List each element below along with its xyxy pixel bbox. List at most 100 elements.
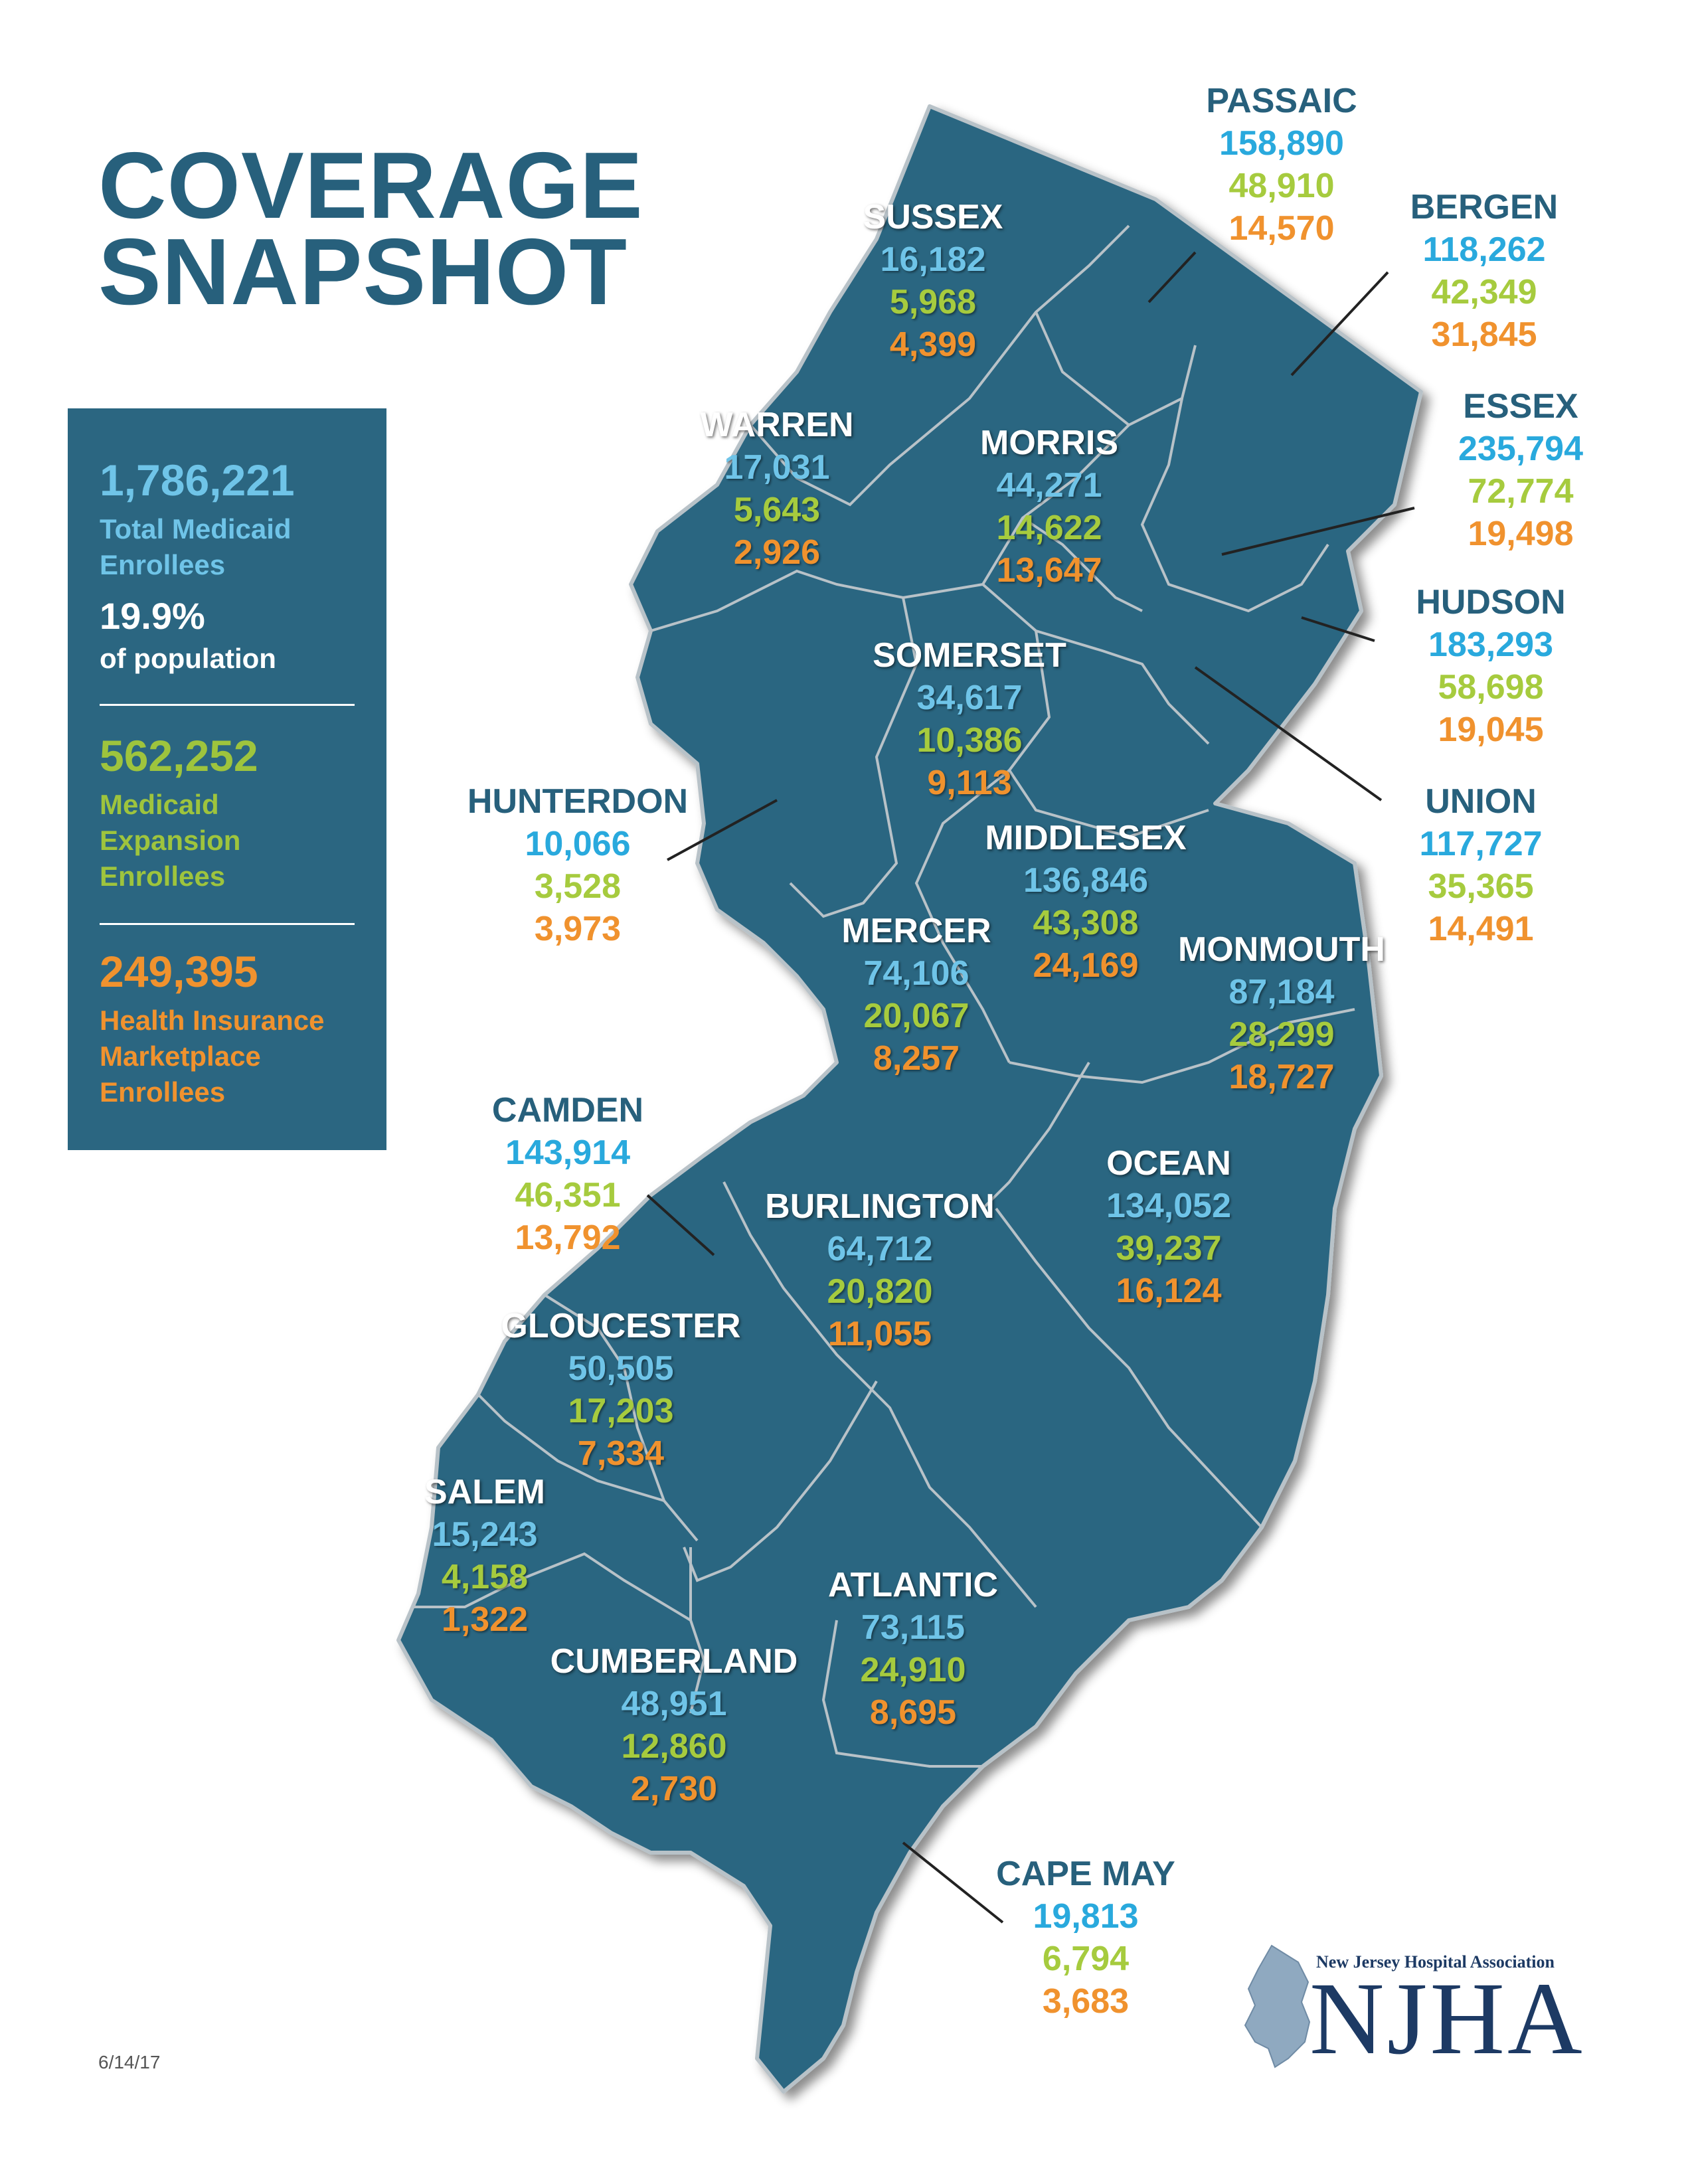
marketplace-count: 7,334 xyxy=(577,1434,665,1473)
marketplace-count: 18,727 xyxy=(1228,1058,1335,1096)
medicaid-count: 87,184 xyxy=(1228,973,1335,1011)
medicaid-count: 17,031 xyxy=(724,448,830,487)
marketplace-count: 14,570 xyxy=(1228,209,1335,248)
expansion-count: 5,643 xyxy=(733,491,821,529)
marketplace-count: 3,683 xyxy=(1042,1982,1130,2021)
expansion-count: 24,910 xyxy=(860,1651,966,1689)
medicaid-count: 117,727 xyxy=(1419,825,1543,863)
expansion-count: 5,968 xyxy=(889,283,977,321)
expansion-count: 3,528 xyxy=(534,867,622,906)
marketplace-value: 249,395 xyxy=(100,947,258,996)
county-label-cumberland: CUMBERLAND 48,951 12,860 2,730 xyxy=(550,1640,798,1810)
medicaid-count: 48,951 xyxy=(621,1685,727,1723)
county-label-mercer: MERCER 74,106 20,067 8,257 xyxy=(841,910,991,1080)
expansion-count: 10,386 xyxy=(916,721,1023,760)
marketplace-count: 24,169 xyxy=(1033,946,1139,985)
marketplace-count: 8,695 xyxy=(869,1693,957,1732)
medicaid-count: 19,813 xyxy=(1033,1897,1139,1936)
county-label-warren: WARREN 17,031 5,643 2,926 xyxy=(700,404,853,574)
marketplace-count: 13,647 xyxy=(996,551,1102,590)
county-name: MORRIS xyxy=(980,424,1118,462)
county-label-hunterdon: HUNTERDON 10,066 3,528 3,973 xyxy=(467,780,688,950)
logo-abbreviation: NJHA xyxy=(1309,1961,1585,2076)
expansion-count: 17,203 xyxy=(568,1392,674,1430)
county-name: BURLINGTON xyxy=(765,1187,995,1226)
county-name: CUMBERLAND xyxy=(550,1642,798,1681)
expansion-count: 20,820 xyxy=(827,1272,933,1311)
expansion-count: 12,860 xyxy=(621,1727,727,1766)
marketplace-count: 14,491 xyxy=(1428,910,1534,948)
marketplace-count: 1,322 xyxy=(441,1600,529,1639)
county-label-sussex: SUSSEX 16,182 5,968 4,399 xyxy=(863,196,1003,366)
total-medicaid-label-1: Total Medicaid xyxy=(100,513,292,545)
marketplace-count: 16,124 xyxy=(1116,1272,1222,1310)
county-name: SALEM xyxy=(424,1473,545,1511)
expansion-label-2: Expansion xyxy=(100,825,241,856)
logo-association-name: New Jersey Hospital Association xyxy=(1316,1952,1555,1972)
marketplace-count: 19,498 xyxy=(1468,515,1574,553)
county-label-essex: ESSEX 235,794 72,774 19,498 xyxy=(1458,385,1583,555)
county-label-hudson: HUDSON 183,293 58,698 19,045 xyxy=(1416,581,1565,751)
county-name: MERCER xyxy=(841,912,991,950)
county-name: CAMDEN xyxy=(491,1091,644,1130)
county-name: SUSSEX xyxy=(863,198,1003,236)
county-label-passaic: PASSAIC 158,890 48,910 14,570 xyxy=(1206,80,1357,250)
medicaid-count: 134,052 xyxy=(1106,1187,1231,1225)
nj-silhouette-icon xyxy=(1244,1944,1311,2068)
marketplace-count: 9,113 xyxy=(927,764,1012,802)
statewide-summary-panel: 1,786,221 Total Medicaid Enrollees 19.9%… xyxy=(68,408,386,1150)
medicaid-count: 64,712 xyxy=(827,1230,933,1268)
county-label-bergen: BERGEN 118,262 42,349 31,845 xyxy=(1410,186,1558,356)
marketplace-count: 8,257 xyxy=(873,1039,960,1078)
medicaid-count: 158,890 xyxy=(1219,124,1344,163)
medicaid-count: 183,293 xyxy=(1428,626,1553,664)
total-medicaid-label-2: Enrollees xyxy=(100,549,226,580)
county-name: PASSAIC xyxy=(1206,82,1357,120)
marketplace-count: 4,399 xyxy=(889,325,977,364)
medicaid-count: 10,066 xyxy=(525,825,631,863)
medicaid-count: 34,617 xyxy=(916,679,1023,717)
county-name: HUDSON xyxy=(1416,583,1566,622)
njha-logo: New Jersey Hospital Association NJHA xyxy=(1235,1939,1582,2072)
marketplace-count: 2,926 xyxy=(733,533,821,572)
marketplace-count: 19,045 xyxy=(1438,711,1544,749)
medicaid-count: 74,106 xyxy=(863,954,970,993)
title-line-2: SNAPSHOT xyxy=(98,219,628,325)
county-label-union: UNION 117,727 35,365 14,491 xyxy=(1419,780,1542,950)
expansion-count: 6,794 xyxy=(1042,1940,1130,1978)
county-label-atlantic: ATLANTIC 73,115 24,910 8,695 xyxy=(828,1564,998,1734)
divider xyxy=(100,704,355,706)
expansion-count: 43,308 xyxy=(1033,904,1139,942)
expansion-count: 28,299 xyxy=(1228,1015,1335,1054)
county-name: MIDDLESEX xyxy=(985,819,1187,857)
expansion-count: 35,365 xyxy=(1428,867,1534,906)
medicaid-count: 235,794 xyxy=(1458,430,1583,468)
county-name: ESSEX xyxy=(1463,387,1578,426)
medicaid-count: 16,182 xyxy=(880,240,986,279)
page-title: COVERAGE SNAPSHOT xyxy=(98,139,643,325)
medicaid-count: 118,262 xyxy=(1422,230,1546,269)
state-outline xyxy=(396,104,1423,2094)
county-name: SOMERSET xyxy=(873,636,1066,675)
county-name: BERGEN xyxy=(1410,188,1559,226)
expansion-label-3: Enrollees xyxy=(100,861,226,892)
county-name: ATLANTIC xyxy=(827,1566,999,1604)
marketplace-count: 13,792 xyxy=(515,1218,621,1257)
medicaid-count: 15,243 xyxy=(432,1515,538,1554)
county-label-ocean: OCEAN 134,052 39,237 16,124 xyxy=(1106,1142,1231,1312)
county-label-burlington: BURLINGTON 64,712 20,820 11,055 xyxy=(765,1185,995,1355)
medicaid-count: 44,271 xyxy=(996,466,1102,505)
expansion-value: 562,252 xyxy=(100,731,258,780)
total-medicaid-value: 1,786,221 xyxy=(100,456,295,505)
marketplace-label-3: Enrollees xyxy=(100,1076,226,1108)
county-name: HUNTERDON xyxy=(467,782,689,821)
marketplace-count: 2,730 xyxy=(630,1770,718,1808)
expansion-count: 20,067 xyxy=(863,997,970,1035)
population-pct-value: 19.9% xyxy=(100,595,205,637)
expansion-count: 46,351 xyxy=(515,1176,621,1215)
expansion-count: 14,622 xyxy=(996,509,1102,547)
expansion-count: 42,349 xyxy=(1431,273,1537,311)
leader-lines xyxy=(646,251,1415,1924)
county-name: OCEAN xyxy=(1106,1144,1231,1183)
